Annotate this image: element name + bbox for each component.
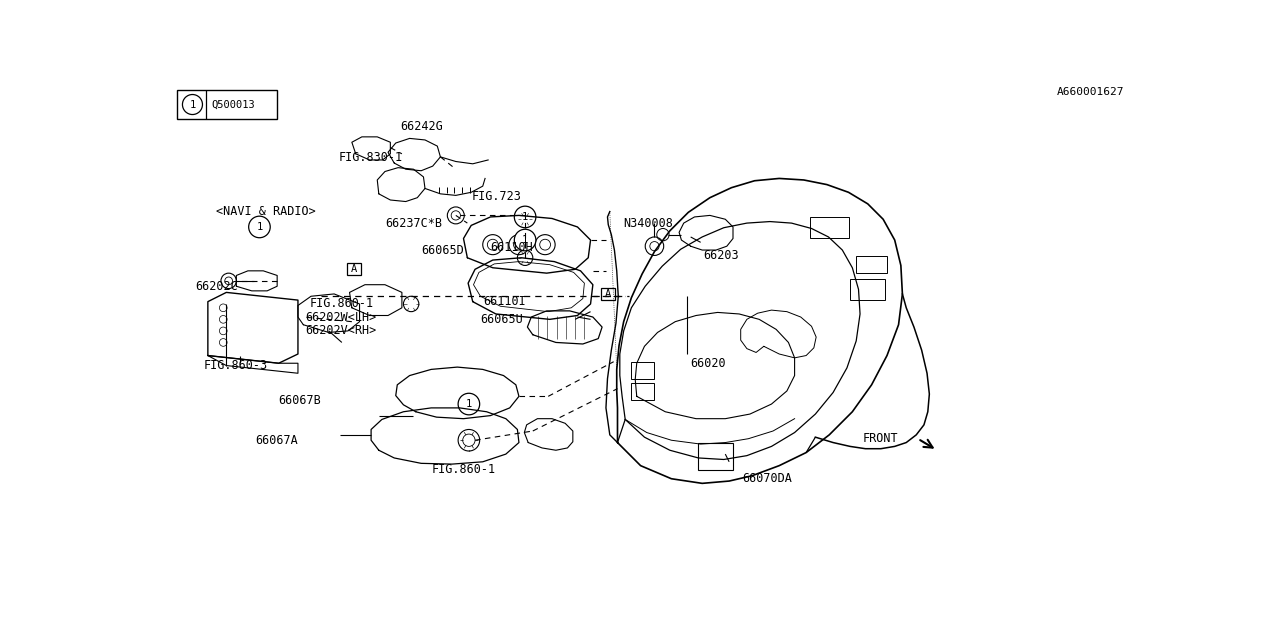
Text: Q500013: Q500013 [211, 99, 255, 109]
Circle shape [515, 229, 536, 251]
Text: 66067A: 66067A [255, 434, 298, 447]
Text: FRONT: FRONT [863, 432, 899, 445]
Text: 66070DA: 66070DA [742, 472, 792, 485]
Text: 1: 1 [522, 235, 529, 245]
Text: FIG.860-3: FIG.860-3 [204, 359, 268, 372]
Text: 1: 1 [466, 399, 472, 409]
Text: A: A [605, 289, 612, 299]
Text: 66242G: 66242G [401, 120, 443, 133]
Text: 1: 1 [522, 212, 529, 222]
Text: 66202W<LH>: 66202W<LH> [306, 310, 376, 324]
Text: 66065D: 66065D [421, 244, 463, 257]
Circle shape [509, 235, 529, 255]
Text: 1: 1 [256, 222, 262, 232]
Text: A660001627: A660001627 [1057, 87, 1124, 97]
Bar [699, 442, 733, 470]
Text: FIG.860-1: FIG.860-1 [310, 298, 374, 310]
Text: 66237C*B: 66237C*B [385, 216, 442, 230]
Bar [850, 278, 884, 300]
Bar [631, 383, 654, 400]
Text: <NAVI & RADIO>: <NAVI & RADIO> [215, 205, 315, 218]
Circle shape [458, 393, 480, 415]
Text: N340008: N340008 [623, 216, 673, 230]
Bar [347, 263, 361, 275]
Circle shape [535, 235, 556, 255]
Circle shape [183, 95, 202, 115]
Bar [810, 217, 849, 239]
Text: FIG.830-1: FIG.830-1 [339, 151, 403, 164]
Circle shape [458, 429, 480, 451]
Text: 66067B: 66067B [278, 394, 321, 406]
Text: 66202C: 66202C [196, 280, 238, 292]
Text: 66110I: 66110I [483, 295, 526, 308]
Circle shape [483, 235, 503, 255]
Circle shape [515, 206, 536, 228]
Text: 66110H: 66110H [490, 241, 534, 254]
Text: FIG.860-1: FIG.860-1 [431, 463, 495, 476]
Text: 66203: 66203 [704, 249, 740, 262]
Bar [177, 90, 278, 119]
Bar [856, 256, 887, 273]
Bar [602, 288, 616, 300]
Text: 1: 1 [189, 99, 196, 109]
Text: FIG.723: FIG.723 [471, 189, 521, 203]
Text: 66202V<RH>: 66202V<RH> [306, 324, 376, 337]
Text: 66065U: 66065U [480, 313, 524, 326]
Circle shape [248, 216, 270, 237]
Bar [631, 362, 654, 379]
Text: A: A [351, 264, 357, 275]
Text: 66020: 66020 [691, 356, 726, 370]
